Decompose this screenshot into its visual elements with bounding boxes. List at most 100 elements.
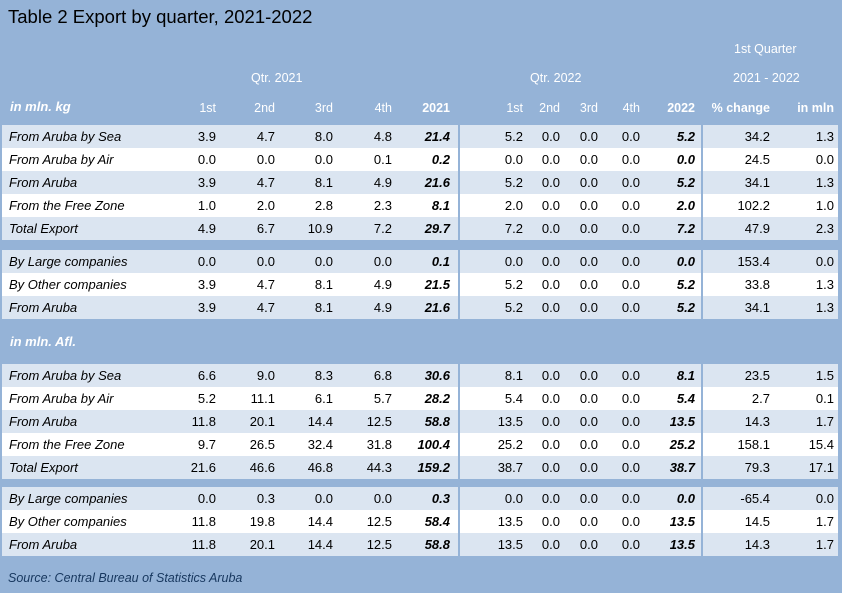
table-cell: 158.1 [737, 437, 770, 452]
row-label: By Large companies [9, 254, 128, 269]
table-cell: 6.7 [256, 221, 275, 236]
table-cell: 33.8 [744, 277, 770, 292]
table-row: By Other companies 11.8 19.8 14.4 12.5 58.4 13… [2, 510, 838, 533]
table-cell: 0.0 [815, 254, 834, 269]
table-row: From the Free Zone 1.0 2.0 2.8 2.3 8.1 2.0 0.0 0… [2, 194, 838, 217]
column-separator [458, 364, 460, 387]
qtr-2022-header: Qtr. 2022 [530, 71, 582, 85]
table-cell: 0.0 [197, 152, 216, 167]
table-cell: 153.4 [737, 254, 770, 269]
table-cell: 0.0 [621, 300, 640, 315]
table-cell: 6.8 [373, 368, 392, 383]
table-cell: 5.2 [504, 300, 523, 315]
table-cell: 0.0 [541, 537, 560, 552]
table-cell: 0.0 [579, 537, 598, 552]
column-separator [458, 296, 460, 319]
table-cell: 2.3 [373, 198, 392, 213]
column-separator [458, 410, 460, 433]
table-cell: 17.1 [808, 460, 834, 475]
table-cell: 0.0 [541, 460, 560, 475]
table-cell: 4.9 [373, 277, 392, 292]
table-cell: 0.3 [256, 491, 275, 506]
row-label: By Other companies [9, 277, 127, 292]
row-label: From Aruba by Sea [9, 368, 122, 383]
table-cell: 0.0 [541, 254, 560, 269]
table-cell: 0.0 [579, 414, 598, 429]
column-separator [458, 510, 460, 533]
table-cell: 23.5 [744, 368, 770, 383]
table-cell: 0.0 [579, 391, 598, 406]
table-cell: 0.0 [676, 254, 695, 269]
column-separator [701, 217, 703, 240]
column-separator [701, 250, 703, 273]
table-cell: 0.1 [815, 391, 834, 406]
table-cell: 0.0 [579, 129, 598, 144]
row-label: From Aruba [9, 175, 78, 190]
column-separator [701, 194, 703, 217]
table-cell: 8.3 [314, 368, 333, 383]
column-header: 3rd [314, 101, 333, 115]
table-row: From the Free Zone 9.7 26.5 32.4 31.8 100.4 25… [2, 433, 838, 456]
afl-table-group-1: From Aruba by Sea 6.6 9.0 8.3 6.8 30.6 8.1 0.0 0… [2, 364, 838, 479]
column-separator [701, 273, 703, 296]
table-cell: 29.7 [424, 221, 450, 236]
column-header: 2022 [667, 101, 695, 115]
table-cell: 13.5 [497, 537, 523, 552]
table-cell: 11.8 [191, 514, 216, 529]
table-cell: 8.1 [431, 198, 450, 213]
table-cell: 0.0 [256, 254, 275, 269]
qtr-2021-header: Qtr. 2021 [251, 71, 303, 85]
table-cell: 11.8 [191, 414, 216, 429]
column-separator [458, 487, 460, 510]
table-cell: 30.6 [424, 368, 450, 383]
table-cell: 0.0 [579, 152, 598, 167]
row-label: From Aruba by Air [9, 152, 114, 167]
row-label: From the Free Zone [9, 437, 125, 452]
section-label-afl: in mln. Afl. [10, 334, 76, 349]
column-header: 3rd [579, 101, 598, 115]
column-separator [701, 125, 703, 148]
table-cell: 0.0 [314, 491, 333, 506]
table-cell: 9.0 [256, 368, 275, 383]
table-cell: 0.0 [621, 175, 640, 190]
column-separator [458, 250, 460, 273]
table-cell: 1.7 [815, 514, 834, 529]
row-label: From the Free Zone [9, 198, 125, 213]
table-cell: -65.4 [740, 491, 770, 506]
row-label: From Aruba by Sea [9, 129, 122, 144]
table-cell: 0.0 [579, 368, 598, 383]
table-cell: 0.2 [431, 152, 450, 167]
table-cell: 44.3 [366, 460, 392, 475]
table-cell: 0.0 [541, 491, 560, 506]
column-separator [701, 387, 703, 410]
table-cell: 0.0 [541, 198, 560, 213]
table-cell: 0.0 [579, 254, 598, 269]
table-cell: 46.6 [249, 460, 275, 475]
table-cell: 0.0 [621, 460, 640, 475]
table-row: From Aruba 3.9 4.7 8.1 4.9 21.6 5.2 0.0 0.0 0.0 5.… [2, 296, 838, 319]
table-cell: 0.0 [621, 437, 640, 452]
table-cell: 14.3 [744, 414, 770, 429]
table-row: From Aruba by Air 0.0 0.0 0.0 0.1 0.2 0.0 0.0 0.… [2, 148, 838, 171]
column-header: 2nd [254, 101, 275, 115]
table-cell: 4.7 [256, 175, 275, 190]
table-row: By Other companies 3.9 4.7 8.1 4.9 21.5 5.2 0.0… [2, 273, 838, 296]
table-cell: 34.1 [744, 175, 770, 190]
table-cell: 0.0 [621, 129, 640, 144]
table-cell: 0.1 [373, 152, 392, 167]
table-cell: 0.0 [197, 254, 216, 269]
table-cell: 0.0 [541, 277, 560, 292]
table-cell: 0.0 [314, 152, 333, 167]
column-separator [458, 456, 460, 479]
table-cell: 0.0 [504, 254, 523, 269]
column-separator [458, 125, 460, 148]
column-header: 2021 [422, 101, 450, 115]
table-cell: 0.0 [256, 152, 275, 167]
table-row: From Aruba by Sea 3.9 4.7 8.0 4.8 21.4 5.2 0.0 0… [2, 125, 838, 148]
table-cell: 0.0 [621, 537, 640, 552]
row-label: By Large companies [9, 491, 128, 506]
column-header: in mln [797, 101, 834, 115]
table-cell: 1.7 [815, 537, 834, 552]
table-cell: 1.3 [815, 175, 834, 190]
table-cell: 5.2 [504, 277, 523, 292]
